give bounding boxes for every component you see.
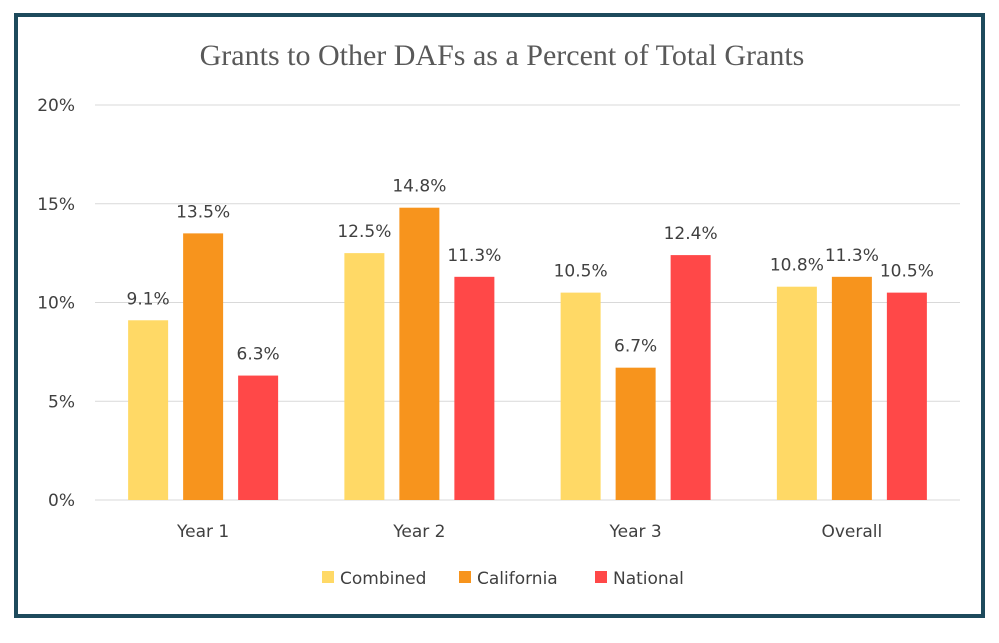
data-label: 6.3% bbox=[237, 345, 280, 365]
chart-frame bbox=[14, 13, 985, 618]
data-label: 11.3% bbox=[447, 246, 501, 266]
legend-swatch-california bbox=[459, 571, 471, 583]
legend-label-national: National bbox=[613, 569, 684, 589]
data-label: 12.4% bbox=[664, 224, 718, 244]
bar-national-year-3 bbox=[670, 255, 711, 500]
y-tick-label: 0% bbox=[48, 491, 75, 511]
data-label: 12.5% bbox=[337, 222, 391, 242]
data-label: 10.5% bbox=[554, 262, 608, 282]
bar-national-year-2 bbox=[454, 276, 495, 500]
y-tick-label: 15% bbox=[37, 195, 75, 215]
x-tick-label: Year 1 bbox=[176, 522, 229, 542]
data-label: 9.1% bbox=[127, 289, 170, 309]
data-label: 13.5% bbox=[176, 202, 230, 222]
y-tick-label: 20% bbox=[37, 96, 75, 116]
data-label: 14.8% bbox=[392, 177, 446, 197]
bar-combined-year-3 bbox=[560, 292, 601, 500]
bar-national-year-1 bbox=[238, 375, 279, 500]
bar-california-year-3 bbox=[615, 367, 656, 500]
bar-combined-overall bbox=[776, 286, 817, 500]
data-label: 10.5% bbox=[880, 262, 934, 282]
chart-title: Grants to Other DAFs as a Percent of Tot… bbox=[200, 39, 805, 72]
bar-combined-year-1 bbox=[128, 320, 169, 500]
legend-label-california: California bbox=[477, 569, 558, 589]
legend-label-combined: Combined bbox=[340, 569, 426, 589]
y-tick-label: 10% bbox=[37, 294, 75, 314]
data-label: 10.8% bbox=[770, 256, 824, 276]
legend-swatch-combined bbox=[322, 571, 334, 583]
data-label: 11.3% bbox=[825, 246, 879, 266]
bar-combined-year-2 bbox=[344, 253, 385, 500]
legend-swatch-national bbox=[595, 571, 607, 583]
x-tick-label: Year 2 bbox=[392, 522, 445, 542]
bar-california-year-2 bbox=[399, 207, 440, 500]
bar-california-overall bbox=[831, 276, 872, 500]
bar-national-overall bbox=[886, 292, 927, 500]
x-tick-label: Year 3 bbox=[609, 522, 662, 542]
data-label: 6.7% bbox=[614, 337, 657, 357]
bar-california-year-1 bbox=[183, 233, 224, 500]
y-tick-label: 5% bbox=[48, 392, 75, 412]
x-tick-label: Overall bbox=[821, 522, 882, 542]
